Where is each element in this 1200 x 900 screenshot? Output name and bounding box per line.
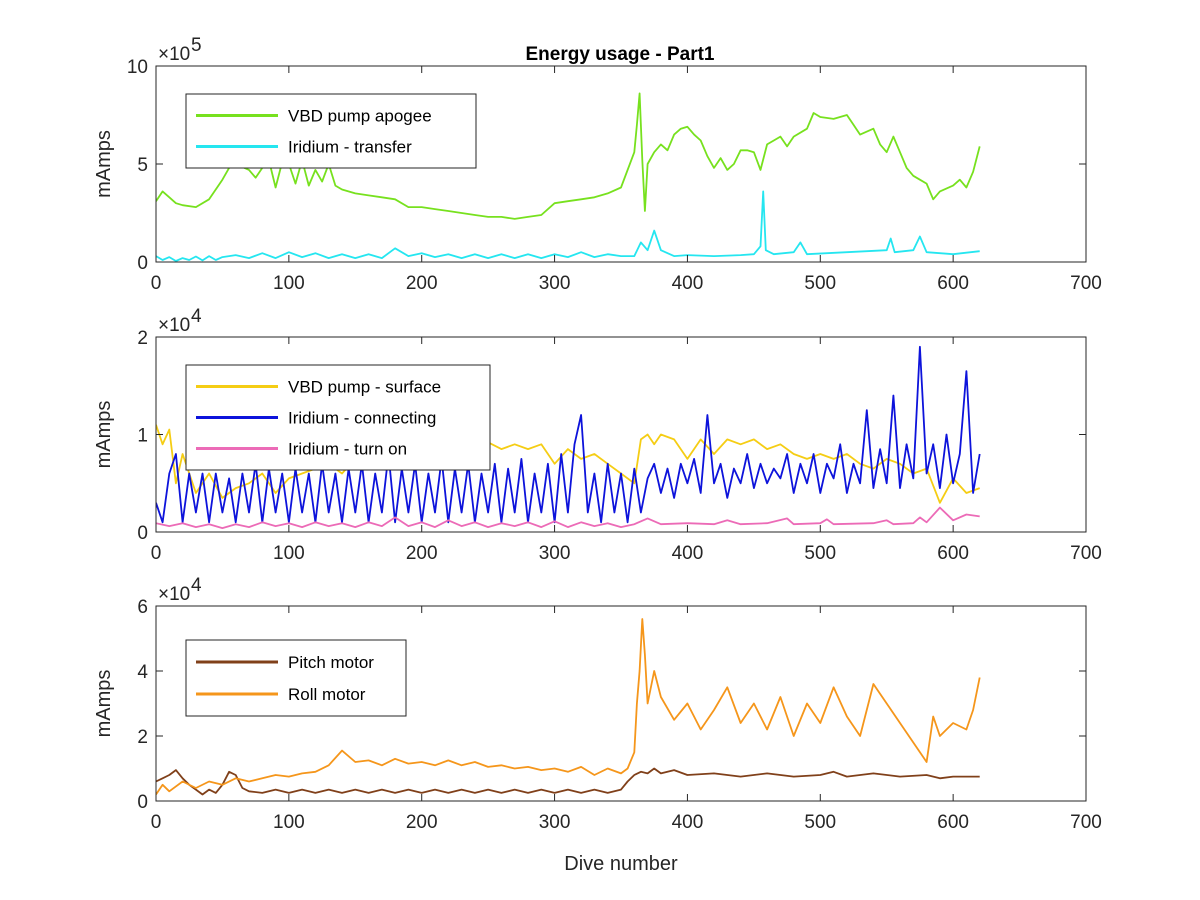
- y-tick-label: 0: [137, 792, 148, 813]
- x-tick-label: 0: [151, 812, 162, 833]
- series-group: [156, 618, 981, 796]
- y-tick-label: 1: [137, 426, 148, 447]
- y-axis-label: mAmps: [93, 130, 115, 198]
- series-group: [156, 345, 981, 529]
- x-tick-label: 300: [539, 543, 571, 564]
- x-tick-label: 700: [1070, 812, 1102, 833]
- y-multiplier-exponent: 4: [191, 306, 202, 327]
- x-tick-label: 600: [937, 543, 969, 564]
- x-tick-label: 400: [672, 812, 704, 833]
- x-tick-label: 700: [1070, 273, 1102, 294]
- y-tick-label: 4: [137, 662, 148, 683]
- series-line-iridium-transfer: [156, 190, 980, 262]
- x-tick-label: 300: [539, 812, 571, 833]
- series-line-iridium-turn-on: [156, 506, 980, 529]
- y-multiplier-label: ×10: [158, 315, 190, 336]
- figure-title: Energy usage - Part1: [525, 44, 714, 65]
- x-tick-label: 600: [937, 273, 969, 294]
- x-tick-label: 100: [273, 812, 305, 833]
- axes-box: [155, 605, 1087, 802]
- legend-label: VBD pump apogee: [288, 107, 432, 126]
- x-tick-label: 500: [804, 812, 836, 833]
- x-tick-label: 0: [151, 543, 162, 564]
- legend-label: Iridium - transfer: [288, 138, 412, 157]
- x-tick-label: 500: [804, 543, 836, 564]
- y-tick-label: 2: [137, 727, 148, 748]
- y-tick-label: 2: [137, 328, 148, 349]
- y-multiplier-label: ×10: [158, 44, 190, 65]
- y-axis-label: mAmps: [93, 401, 115, 469]
- legend: Pitch motor Roll motor: [185, 639, 407, 717]
- legend-label: VBD pump - surface: [288, 378, 441, 397]
- x-tick-label: 700: [1070, 543, 1102, 564]
- y-multiplier-exponent: 5: [191, 35, 202, 56]
- y-tick-label: 6: [137, 597, 148, 618]
- x-axis-label: Dive number: [564, 853, 678, 875]
- x-tick-label: 200: [406, 543, 438, 564]
- legend-label: Iridium - turn on: [288, 440, 407, 459]
- x-tick-label: 0: [151, 273, 162, 294]
- y-axis-label: mAmps: [93, 670, 115, 738]
- panel-vbd-surface: 0 100 200 300 400 500 600 700 0 1 2 ×10 4 mAmps VBD pu…: [93, 306, 1102, 564]
- x-tick-label: 400: [672, 543, 704, 564]
- legend: VBD pump apogee Iridium - transfer: [185, 93, 477, 169]
- x-tick-label: 600: [937, 812, 969, 833]
- legend-box: [185, 639, 407, 717]
- legend-label: Iridium - connecting: [288, 409, 436, 428]
- series-line-roll-motor: [156, 618, 981, 796]
- y-tick-label: 0: [137, 523, 148, 544]
- y-multiplier-exponent: 4: [191, 575, 202, 596]
- y-tick-label: 5: [137, 155, 148, 176]
- x-tick-label: 100: [273, 273, 305, 294]
- y-tick-label: 0: [137, 253, 148, 274]
- series-line-vbd-pump-surface: [156, 424, 981, 504]
- y-multiplier-label: ×10: [158, 584, 190, 605]
- x-tick-label: 200: [406, 812, 438, 833]
- series-line-iridium-connecting: [156, 345, 981, 524]
- legend-box: [185, 93, 477, 169]
- x-tick-label: 400: [672, 273, 704, 294]
- x-tick-label: 100: [273, 543, 305, 564]
- series-line-pitch-motor: [156, 767, 980, 796]
- x-tick-label: 500: [804, 273, 836, 294]
- x-tick-label: 300: [539, 273, 571, 294]
- legend: VBD pump - surface Iridium - connecting Ir…: [185, 364, 491, 471]
- y-tick-label: 10: [127, 57, 148, 78]
- x-tick-label: 200: [406, 273, 438, 294]
- legend-label: Pitch motor: [288, 653, 374, 672]
- legend-label: Roll motor: [288, 685, 366, 704]
